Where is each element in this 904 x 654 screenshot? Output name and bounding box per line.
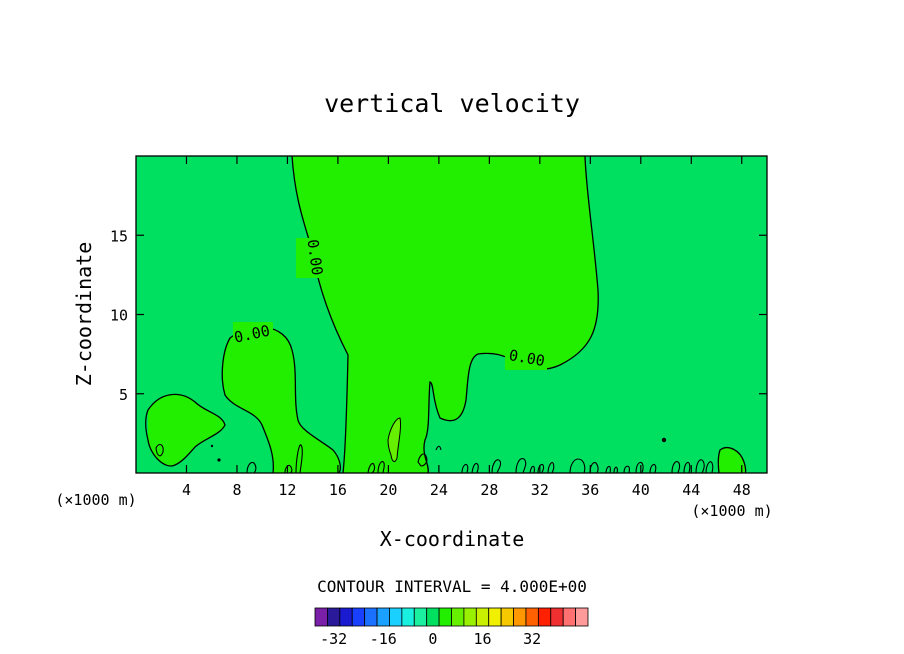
colorbar-swatch [550, 607, 564, 627]
colorbar-swatch [327, 607, 341, 627]
svg-text:0.00: 0.00 [304, 238, 327, 276]
x-tick-label: 8 [232, 481, 241, 499]
colorbar-swatch [314, 607, 328, 627]
x-unit-left: (×1000 m) [55, 491, 136, 509]
colorbar-swatch [525, 607, 539, 627]
x-tick-label: 12 [278, 481, 296, 499]
positive-region-main [292, 156, 599, 473]
y-tick-label: 10 [110, 307, 128, 325]
contour-dot [661, 437, 667, 443]
x-tick-label: 32 [531, 481, 549, 499]
zero-contour-main [291, 156, 599, 473]
y-axis-label: Z-coordinate [72, 242, 96, 387]
zero-contour-right [717, 447, 747, 473]
colorbar-swatch [339, 607, 353, 627]
y-tick-label: 15 [110, 227, 128, 245]
colorbar-swatch [500, 607, 514, 627]
x-tick-label: 48 [733, 481, 751, 499]
contour-interval-label: CONTOUR INTERVAL = 4.000E+00 [317, 577, 587, 596]
x-unit-right: (×1000 m) [691, 502, 772, 520]
svg-text:0.00: 0.00 [508, 346, 547, 370]
near-surface-contours [155, 443, 714, 473]
colorbar-swatch [426, 607, 440, 627]
y-axis-ticks: 5 10 15 [110, 227, 767, 404]
colorbar-swatch [364, 607, 378, 627]
plot-area: 0.00 0.00 0.00 4 8 12 16 20 24 28 32 36 40 44 48 51… [110, 155, 768, 499]
colorbar-swatch [376, 607, 390, 627]
colorbar-tick-label: -16 [370, 630, 397, 648]
colorbar-tick-label: 0 [428, 630, 437, 648]
colorbar-tick-label: 16 [473, 630, 491, 648]
x-tick-label: 4 [182, 481, 191, 499]
contour-label-1: 0.00 [296, 238, 326, 278]
colorbar-swatch [562, 607, 576, 627]
colorbar-labels: -32 -16 0 16 32 [320, 630, 541, 648]
colorbar-swatch [413, 607, 428, 627]
colorbar-tick-label: 32 [523, 630, 541, 648]
x-tick-label: 36 [581, 481, 599, 499]
contour-label-3: 0.00 [505, 346, 547, 370]
colorbar-swatch [438, 607, 452, 627]
colorbar-swatch [351, 607, 366, 627]
positive-region-left [222, 327, 341, 473]
colorbar-swatch [451, 607, 465, 627]
colorbar-swatch [488, 607, 502, 627]
updraft-cell-contour [387, 417, 402, 463]
colorbar [314, 607, 589, 627]
colorbar-swatch [537, 607, 552, 627]
colorbar-swatch [475, 607, 490, 627]
x-tick-label: 16 [329, 481, 347, 499]
colorbar-swatch [575, 607, 589, 627]
x-tick-label: 40 [632, 481, 650, 499]
positive-region-low-left [148, 394, 225, 466]
x-tick-label: 24 [430, 481, 448, 499]
contour-dot [217, 458, 221, 462]
colorbar-swatch [513, 607, 527, 627]
colorbar-tick-label: -32 [320, 630, 347, 648]
x-tick-label: 44 [682, 481, 700, 499]
x-tick-label: 28 [480, 481, 498, 499]
x-axis-ticks: 4 8 12 16 20 24 28 32 36 40 44 48 [182, 156, 751, 499]
zero-contour-low-left [145, 393, 226, 467]
contour-label-2: 0.00 [232, 322, 273, 347]
colorbar-swatch [389, 607, 403, 627]
contour-dot [210, 444, 214, 448]
x-tick-label: 20 [379, 481, 397, 499]
colorbar-swatch [463, 607, 477, 627]
x-axis-label: X-coordinate [380, 527, 525, 551]
chart-title: vertical velocity [324, 89, 580, 118]
colorbar-swatch [401, 607, 415, 627]
y-tick-label: 5 [119, 386, 128, 404]
